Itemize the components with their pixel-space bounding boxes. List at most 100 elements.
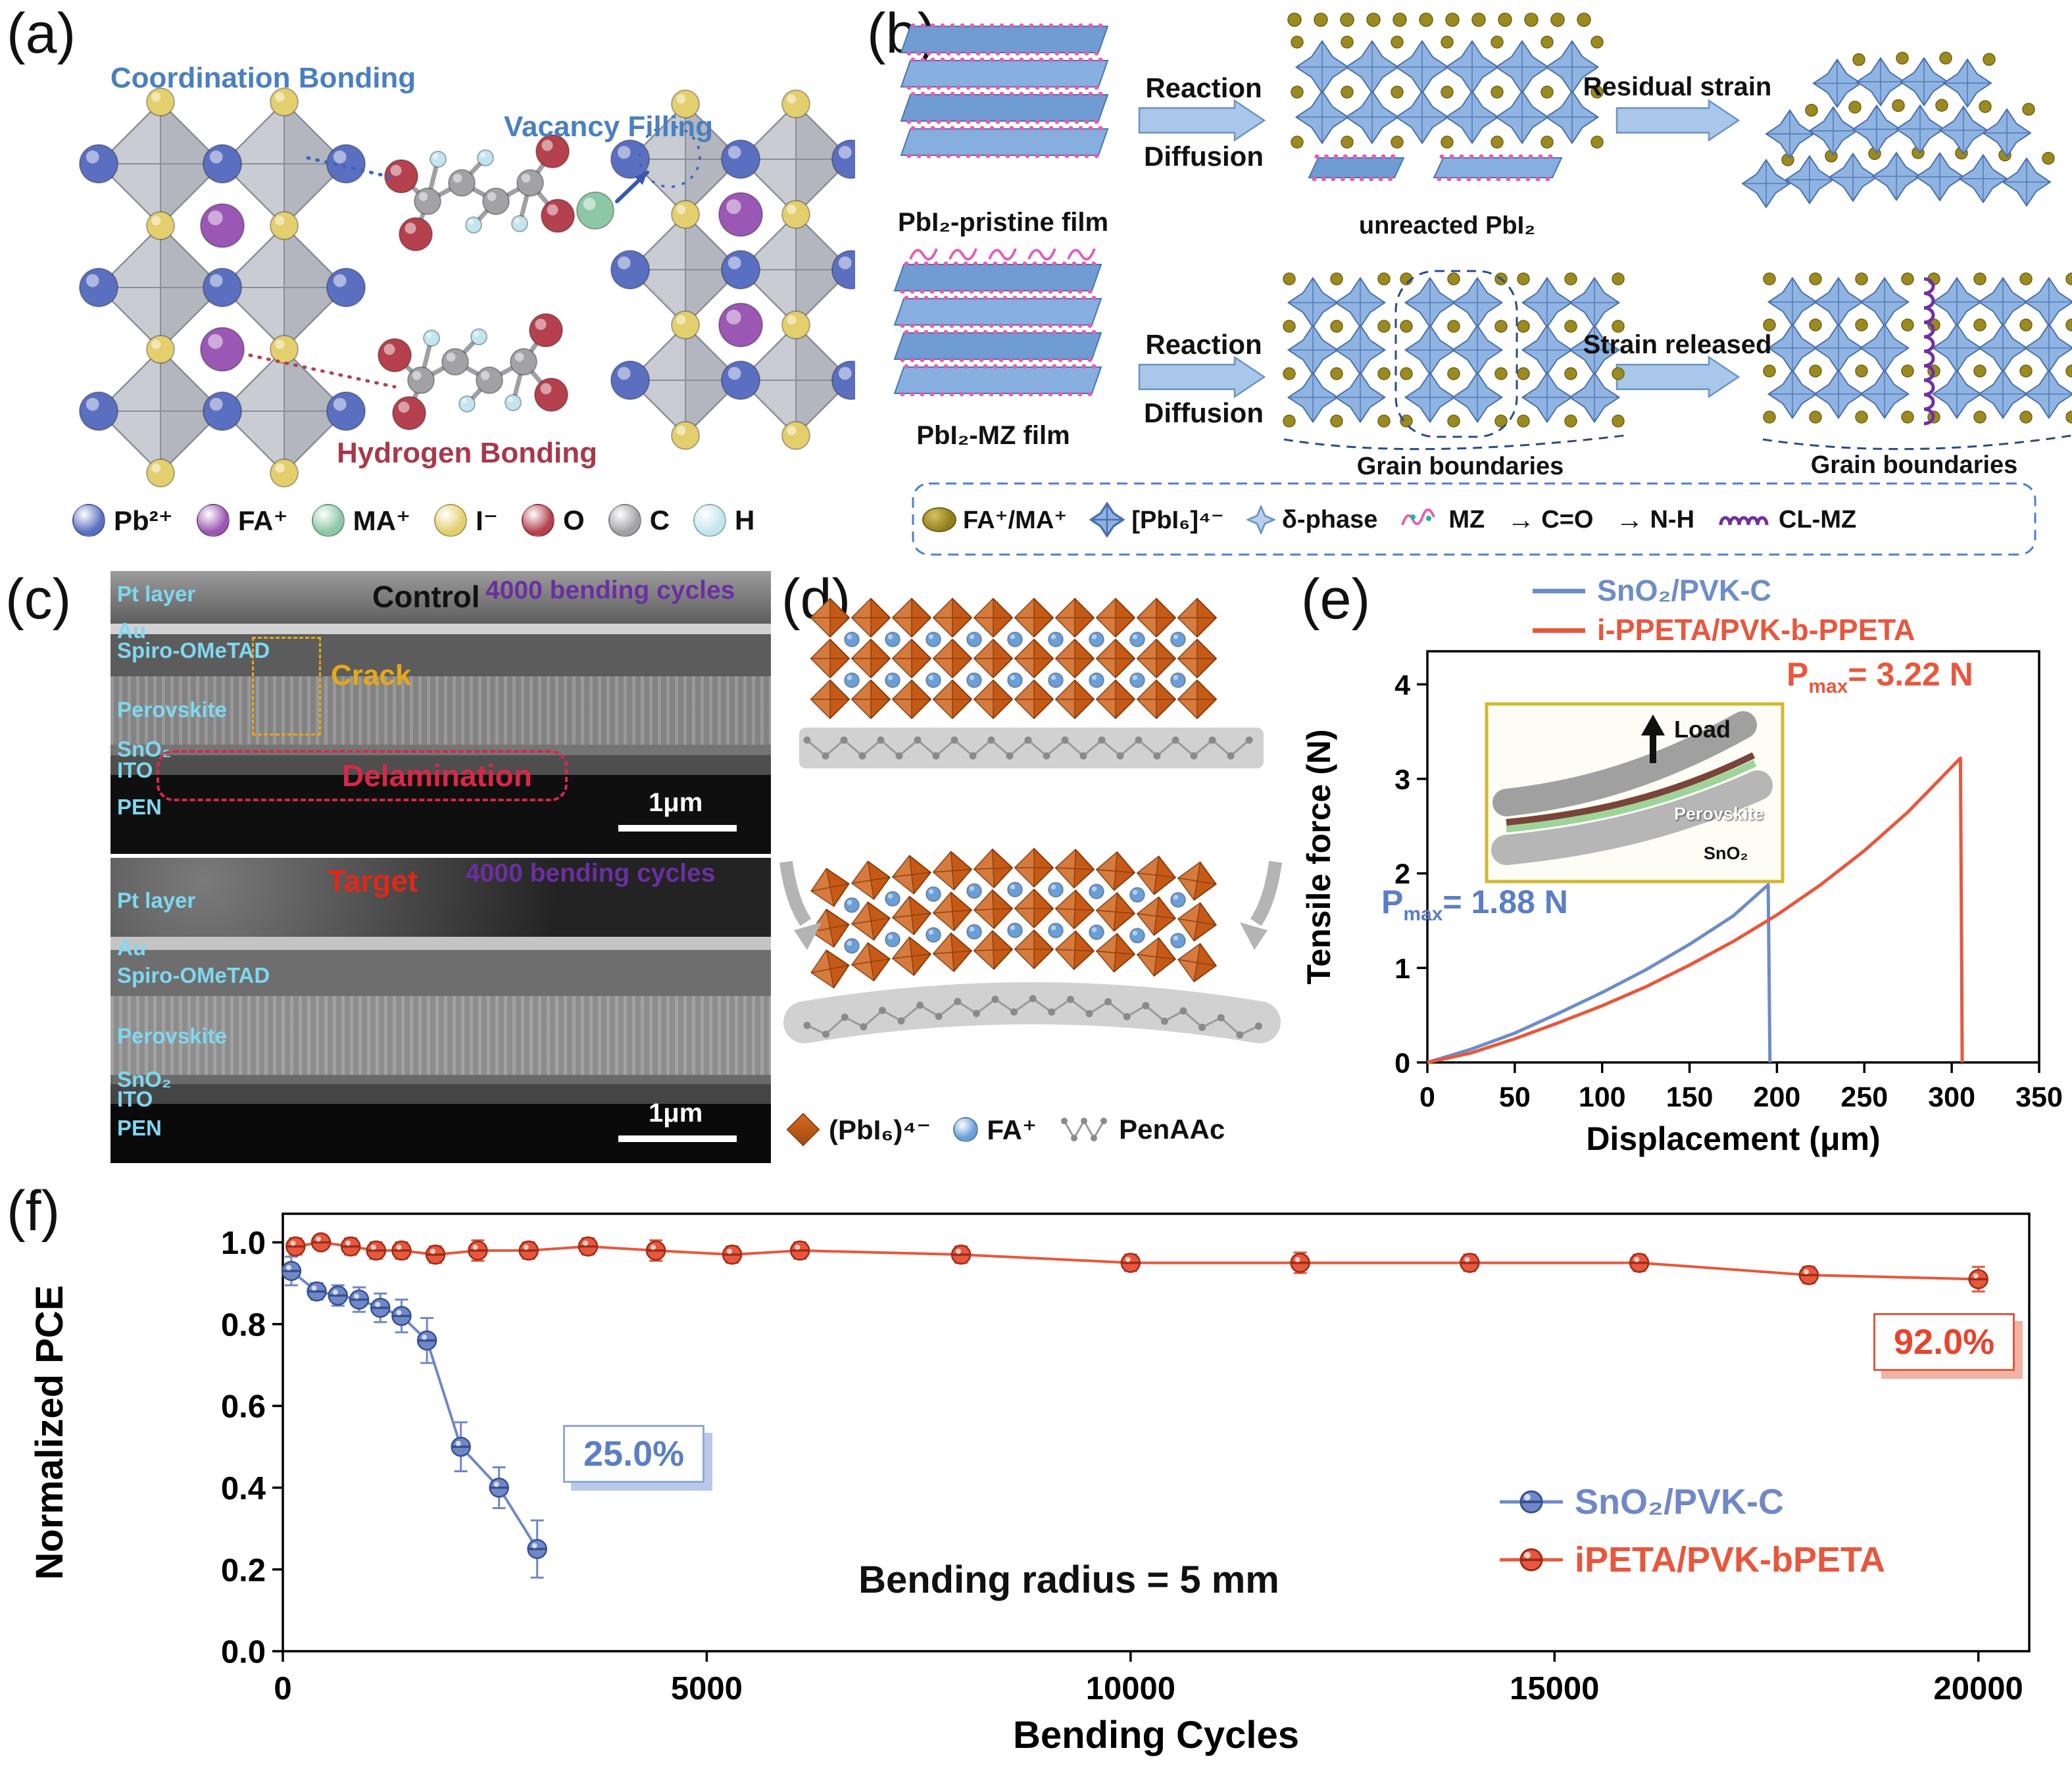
panel-c-label: (c): [5, 568, 72, 631]
fa-sphere: [885, 891, 900, 907]
fa-sphere: [1129, 672, 1145, 688]
y-tick-label: 0.2: [221, 1553, 266, 1588]
pbi2-pristine-film-drawing: [900, 23, 1109, 159]
pen-band: [111, 775, 771, 854]
legend-item-i-sphere: I⁻: [434, 504, 498, 537]
residual-strain-lattice: [1741, 51, 2055, 209]
fa-cation-sphere: [718, 192, 763, 237]
y-axis-label: Normalized PCE: [28, 1285, 71, 1580]
ma-sphere-icon: [311, 504, 345, 537]
hydrogen-sphere: [505, 394, 522, 411]
inset-top-substrate: [1492, 711, 1757, 816]
pmax-prefix: P: [1787, 656, 1809, 693]
bend-arrow: [779, 860, 822, 950]
pt-layer-band: [111, 571, 771, 624]
panel-e-label: (e): [1301, 568, 1371, 631]
perovskite-band: [111, 996, 771, 1075]
panel-a-label: (a): [7, 2, 76, 65]
iodide-sphere: [671, 200, 700, 229]
iodide-sphere: [270, 335, 299, 364]
y-axis-label: Tensile force (N): [1300, 729, 1337, 984]
o-sphere-icon: [522, 504, 555, 537]
mz-label: MZ: [1448, 505, 1485, 534]
oxygen-sphere: [535, 134, 570, 168]
released-grain-left: [1763, 272, 1914, 424]
coordination-dotted-line: [306, 156, 395, 180]
carbon-sphere: [407, 366, 435, 394]
coordination-bonding-label: Coordination Bonding: [110, 62, 416, 94]
sem-image-control: Pt layer Au Spiro-OMeTAD Perovskite SnO₂…: [111, 571, 771, 854]
fa-sphere: [925, 886, 941, 903]
legend-a-label: Pb²⁺: [114, 505, 173, 536]
fa-sphere: [1007, 672, 1023, 688]
lead-sphere: [721, 250, 760, 289]
tensile-test-inset: [1485, 702, 1785, 883]
panel-d-legend: (PbI₆)⁴⁻ FA⁺ PenAAc: [786, 1110, 1293, 1149]
panel-f-label: (f): [7, 1180, 61, 1243]
fa-sphere: [1007, 632, 1023, 647]
target-title: Target: [328, 864, 418, 898]
oxygen-sphere: [529, 313, 563, 347]
legend-item-pb-sphere: Pb²⁺: [72, 504, 173, 537]
unreacted-pbi2-label: unreacted PbI₂: [1358, 212, 1536, 239]
hydrogen-sphere: [470, 328, 487, 345]
fa-sphere: [1129, 887, 1145, 903]
layer-label-pt: Pt layer: [117, 888, 196, 912]
grain-boundary-underline: [1762, 434, 2072, 451]
pristine-film-label: PbI₂-pristine film: [897, 208, 1109, 237]
sem-image-target: Pt layer Au Spiro-OMeTAD Perovskite SnO₂…: [111, 858, 771, 1163]
panel-a-graphic: [79, 87, 855, 487]
hydrogen-sphere: [465, 216, 482, 234]
cl-mz-coil-icon: [1719, 516, 1769, 526]
fa-sphere-icon: [953, 1117, 979, 1142]
mz-film-label: PbI₂-MZ film: [916, 421, 1070, 450]
succinic-molecule-top: [384, 134, 575, 251]
fa-sphere: [925, 632, 941, 647]
ito-band: [111, 1084, 771, 1104]
inset-load-label: Load: [1674, 716, 1731, 743]
fa-sphere: [1170, 672, 1186, 688]
inset-perovskite-label: Perovskite: [1674, 804, 1764, 824]
arrow-icon: →: [1507, 504, 1535, 535]
bent-perovskite-stack: [810, 847, 1218, 989]
au-band: [111, 937, 771, 950]
legend-item-h-sphere: H: [693, 504, 754, 537]
layer-label-pt: Pt layer: [117, 582, 196, 606]
perovskite-lattice-left: [79, 87, 366, 487]
x-tick-label: 300: [1928, 1082, 1975, 1113]
pmax-red-annotation: Pmax= 3.22 N: [1787, 655, 1973, 698]
inset-perovskite-layer: [1506, 752, 1756, 826]
iodide-sphere: [146, 459, 175, 487]
panel-d-graphic: [779, 597, 1282, 1043]
series-iPETA/PVK-bPETA: [285, 1232, 1988, 1293]
arrow: [615, 170, 649, 203]
fa-sphere: [925, 927, 941, 943]
co-label: C=O: [1541, 505, 1594, 534]
fa-cation-sphere: [718, 303, 763, 347]
legend-nh: → N-H: [1616, 504, 1694, 535]
layer-label-pen: PEN: [117, 795, 162, 819]
pmax-sub: max: [1808, 676, 1848, 697]
pmax-prefix: P: [1381, 883, 1404, 920]
iodide-sphere: [781, 421, 810, 450]
iodide-sphere: [671, 311, 700, 339]
layer-label-perovskite: Perovskite: [117, 1024, 227, 1048]
released-grain-right: [1927, 272, 2072, 424]
fa-sphere: [1007, 922, 1023, 939]
oxygen-sphere: [392, 396, 426, 430]
y-tick-label: 4: [1394, 670, 1410, 701]
x-tick-label: 200: [1754, 1082, 1801, 1113]
lead-sphere: [203, 391, 242, 431]
fa-ma-label: FA⁺/MA⁺: [963, 506, 1068, 534]
legend-d-item-1: FA⁺: [953, 1114, 1037, 1146]
hydrogen-sphere: [477, 149, 494, 166]
inset-sno2-label: SnO₂: [1704, 843, 1748, 863]
x-tick-label: 250: [1840, 1082, 1888, 1113]
fa-sphere: [885, 632, 900, 647]
layer-label-au: Au: [117, 618, 146, 643]
lead-sphere: [610, 250, 650, 289]
lead-sphere: [79, 268, 118, 307]
fa-sphere: [966, 632, 982, 647]
scale-text-top: 1μm: [649, 788, 703, 817]
reaction-label-2: Reaction: [1145, 329, 1262, 360]
